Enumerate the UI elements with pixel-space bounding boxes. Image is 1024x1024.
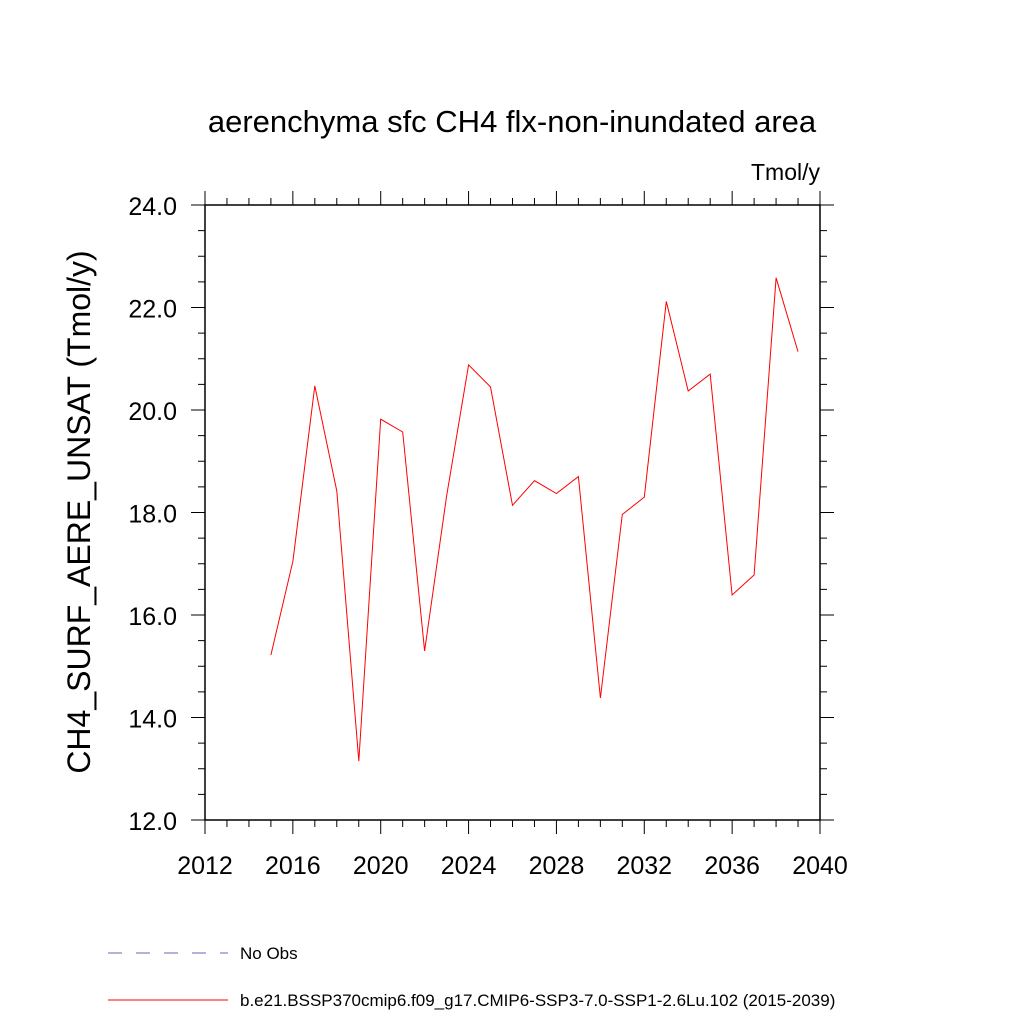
x-tick-label: 2016 xyxy=(265,852,321,880)
x-axis-tick-labels: 2012 2016 2020 2024 2028 2032 2036 2040 xyxy=(177,852,848,880)
x-axis-ticks xyxy=(204,191,821,834)
y-tick-label: 14.0 xyxy=(128,706,177,734)
x-tick-label: 2028 xyxy=(529,852,585,880)
y-axis-ticks xyxy=(191,204,834,821)
y-tick-label: 18.0 xyxy=(128,501,177,529)
y-tick-label: 22.0 xyxy=(128,296,177,324)
chart-title: aerenchyma sfc CH4 flx-non-inundated are… xyxy=(208,104,817,139)
x-tick-label: 2032 xyxy=(616,852,672,880)
series-lines xyxy=(270,277,799,762)
legend: No Obs b.e21.BSSP370cmip6.f09_g17.CMIP6-… xyxy=(108,944,835,1010)
y-tick-label: 20.0 xyxy=(128,398,177,426)
x-tick-label: 2020 xyxy=(353,852,409,880)
legend-label-no-obs: No Obs xyxy=(240,944,298,963)
x-tick-label: 2040 xyxy=(792,852,848,880)
series-line-1 xyxy=(270,277,799,762)
y-tick-label: 12.0 xyxy=(128,808,177,836)
x-tick-label: 2036 xyxy=(704,852,760,880)
plot-frame xyxy=(204,204,821,821)
x-tick-label: 2024 xyxy=(441,852,497,880)
y-axis-label: CH4_SURF_AERE_UNSAT (Tmol/y) xyxy=(61,250,97,773)
y-tick-label: 24.0 xyxy=(128,193,177,221)
y-tick-label: 16.0 xyxy=(128,603,177,631)
x-tick-label: 2012 xyxy=(177,852,233,880)
y-axis-tick-labels: 12.0 14.0 16.0 18.0 20.0 22.0 24.0 xyxy=(128,193,177,836)
units-label: Tmol/y xyxy=(751,159,821,185)
legend-label-model-run: b.e21.BSSP370cmip6.f09_g17.CMIP6-SSP3-7.… xyxy=(240,991,835,1010)
